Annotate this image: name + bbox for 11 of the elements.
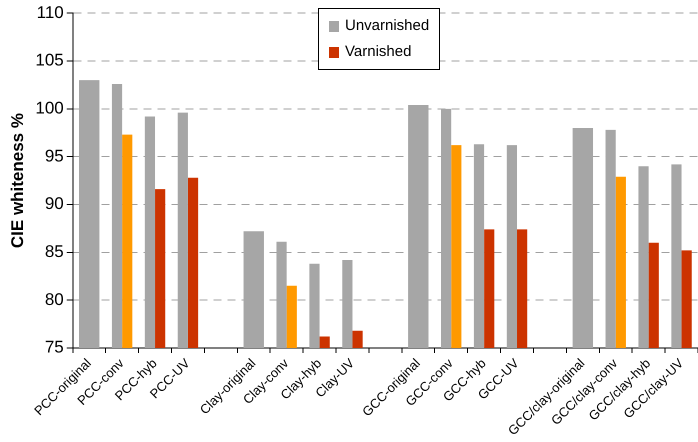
y-tick-label: 85 [44, 242, 64, 261]
y-tick-label: 100 [35, 98, 64, 118]
y-tick-label: 95 [44, 146, 64, 166]
legend-label: Varnished [345, 42, 412, 62]
y-tick-label: 90 [44, 194, 64, 214]
y-tick-label: 75 [44, 338, 64, 357]
y-tick-label: 105 [35, 50, 64, 70]
y-axis-title: CIE whiteness % [8, 113, 27, 248]
legend-label: Unvarnished [345, 16, 430, 36]
y-tick-label: 110 [36, 2, 64, 22]
y-tick-label: 80 [44, 290, 64, 309]
